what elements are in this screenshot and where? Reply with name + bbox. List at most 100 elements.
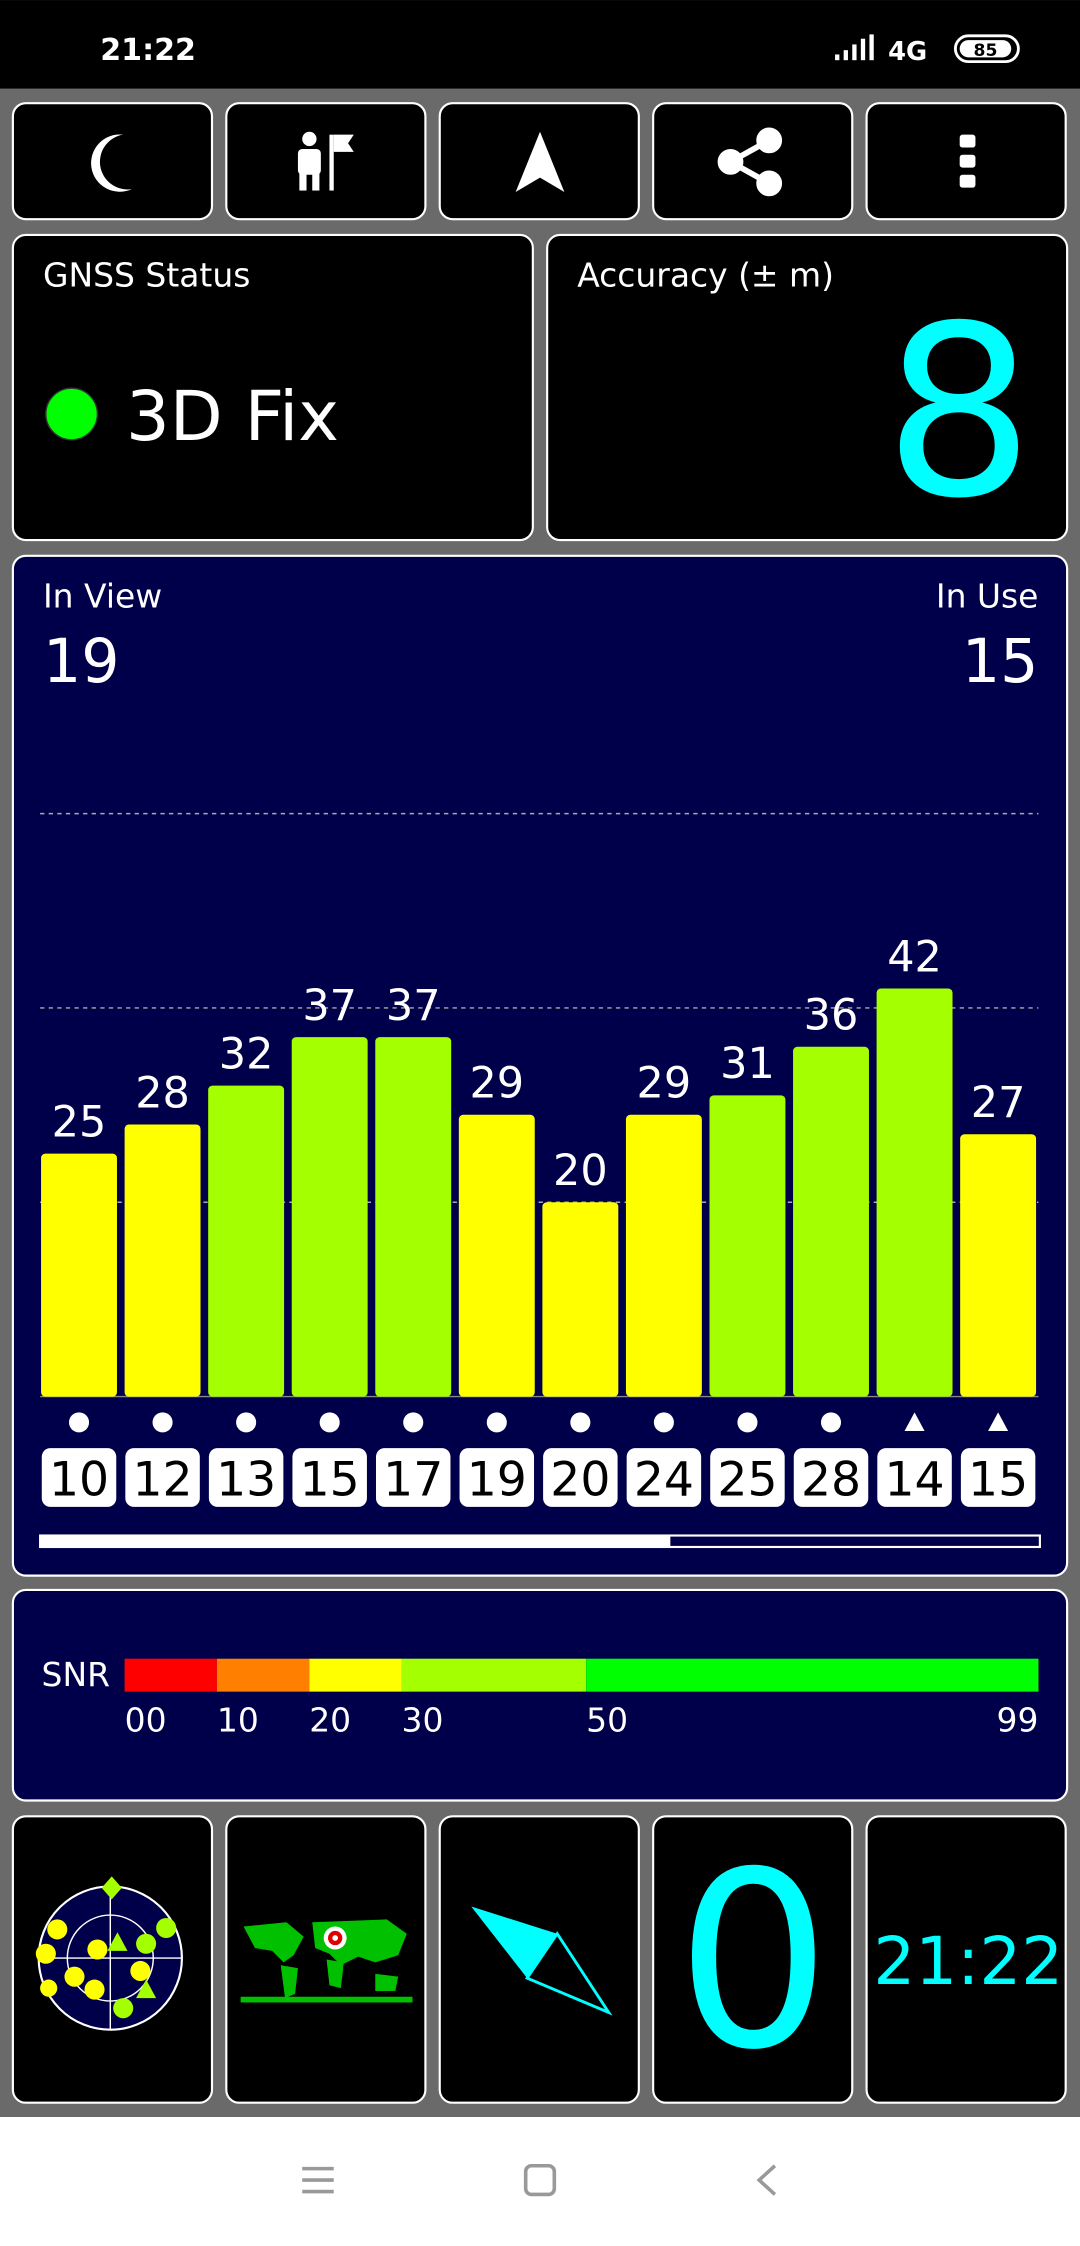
bar bbox=[458, 1114, 535, 1397]
prn-label: 17 bbox=[383, 1452, 443, 1507]
snr-tick-label: 00 bbox=[125, 1701, 167, 1740]
scroll-thumb[interactable] bbox=[40, 1535, 671, 1547]
constellation-marker bbox=[570, 1412, 591, 1433]
snr-tick-label: 30 bbox=[402, 1701, 444, 1740]
prn-label: 15 bbox=[300, 1452, 360, 1507]
in-view-label: In View bbox=[43, 576, 162, 615]
prn-box bbox=[41, 1448, 117, 1507]
menu-nav-button[interactable] bbox=[302, 2166, 334, 2194]
bar-value-label: 27 bbox=[971, 1078, 1026, 1128]
bar bbox=[625, 1114, 702, 1397]
navigation-icon bbox=[515, 131, 565, 192]
bar bbox=[124, 1124, 201, 1397]
snr-segment bbox=[401, 1658, 587, 1692]
network-type: 4G bbox=[888, 37, 927, 67]
prn-box bbox=[125, 1448, 200, 1507]
tile-clock: 21:22 bbox=[873, 1923, 1063, 2000]
back-nav-button[interactable] bbox=[756, 2164, 777, 2196]
bar-value-label: 36 bbox=[804, 991, 859, 1041]
count-tile[interactable] bbox=[652, 1815, 854, 2104]
prn-label: 15 bbox=[968, 1452, 1028, 1507]
share-icon bbox=[717, 127, 783, 197]
battery-fill bbox=[959, 40, 1012, 58]
gnss-status-value: 3D Fix bbox=[126, 377, 339, 457]
share-button[interactable] bbox=[652, 102, 854, 221]
prn-label: 25 bbox=[717, 1452, 777, 1507]
snr-tick-label: 20 bbox=[309, 1701, 351, 1740]
prn-box bbox=[543, 1448, 618, 1507]
clock-tile[interactable] bbox=[865, 1815, 1067, 2104]
constellation-marker bbox=[653, 1412, 674, 1433]
prn-box bbox=[960, 1448, 1036, 1507]
status-bar bbox=[0, 0, 1080, 89]
snr-segment bbox=[216, 1658, 310, 1692]
gnss-status-label: GNSS Status bbox=[43, 256, 250, 295]
more-icon bbox=[959, 134, 976, 188]
home-nav-button[interactable] bbox=[523, 2163, 557, 2197]
status-time: 21:22 bbox=[100, 33, 196, 68]
person-flag-icon bbox=[297, 131, 354, 191]
snr-chart: 25 10 28 12 32 13 37 15 37 17 29 19 20 20 29 24 31 25 36 28… bbox=[40, 812, 1039, 1507]
prn-box bbox=[626, 1448, 702, 1507]
snr-segment bbox=[124, 1658, 217, 1692]
constellation-marker bbox=[319, 1412, 340, 1433]
tile-count: 0 bbox=[676, 1820, 831, 2103]
bar-value-label: 25 bbox=[52, 1097, 107, 1147]
prn-box bbox=[793, 1448, 869, 1507]
prn-box bbox=[710, 1448, 785, 1507]
bar bbox=[793, 1046, 869, 1397]
bar bbox=[960, 1134, 1037, 1397]
prn-label: 13 bbox=[216, 1452, 276, 1507]
compass-icon bbox=[471, 1906, 613, 2016]
prn-box bbox=[292, 1448, 367, 1507]
night-mode-button[interactable] bbox=[11, 102, 214, 221]
radar-icon bbox=[35, 1876, 183, 2031]
accuracy-label: Accuracy (± m) bbox=[577, 256, 834, 295]
prn-box bbox=[208, 1448, 284, 1507]
in-use-label: In Use bbox=[936, 576, 1039, 615]
signal-icon bbox=[835, 34, 874, 61]
tools-button[interactable] bbox=[225, 102, 427, 221]
prn-box bbox=[459, 1448, 535, 1507]
prn-label: 10 bbox=[49, 1452, 109, 1507]
bar-value-label: 29 bbox=[469, 1059, 524, 1109]
constellation-marker bbox=[820, 1412, 842, 1433]
prn-label: 14 bbox=[884, 1452, 944, 1507]
bar bbox=[542, 1202, 619, 1397]
bar-value-label: 42 bbox=[887, 932, 942, 982]
constellation-marker bbox=[236, 1412, 257, 1433]
constellation-marker bbox=[152, 1412, 173, 1433]
prn-label: 20 bbox=[550, 1452, 610, 1507]
map-tile[interactable] bbox=[225, 1815, 427, 2104]
bar-value-label: 20 bbox=[553, 1146, 608, 1196]
bar-value-label: 31 bbox=[720, 1039, 775, 1089]
bar bbox=[709, 1095, 786, 1397]
battery-icon bbox=[953, 34, 1020, 64]
bar-value-label: 37 bbox=[302, 981, 357, 1031]
bar bbox=[876, 988, 953, 1397]
in-use-value: 15 bbox=[962, 627, 1039, 697]
bar-value-label: 28 bbox=[135, 1068, 190, 1118]
snr-label: SNR bbox=[42, 1655, 110, 1694]
prn-label: 28 bbox=[801, 1452, 861, 1507]
bar bbox=[291, 1037, 368, 1397]
bar-value-label: 29 bbox=[637, 1059, 692, 1109]
constellation-marker bbox=[737, 1412, 758, 1433]
constellation-marker bbox=[68, 1412, 90, 1433]
accuracy-value: 8 bbox=[884, 275, 1034, 550]
prn-label: 24 bbox=[634, 1452, 694, 1507]
bar bbox=[41, 1153, 117, 1397]
gnss-status-panel bbox=[11, 233, 534, 542]
snr-segment bbox=[309, 1658, 402, 1692]
constellation-marker bbox=[403, 1412, 424, 1433]
bar-value-label: 37 bbox=[386, 981, 441, 1031]
prn-label: 19 bbox=[467, 1452, 527, 1507]
prn-box bbox=[375, 1448, 451, 1507]
battery-level: 85 bbox=[974, 41, 998, 61]
moon-icon bbox=[91, 134, 132, 192]
world-map-icon bbox=[240, 1919, 413, 2003]
prn-box bbox=[877, 1448, 952, 1507]
constellation-marker bbox=[904, 1412, 925, 1431]
snr-scale: 00 10 20 30 50 99 bbox=[124, 1658, 1039, 1740]
